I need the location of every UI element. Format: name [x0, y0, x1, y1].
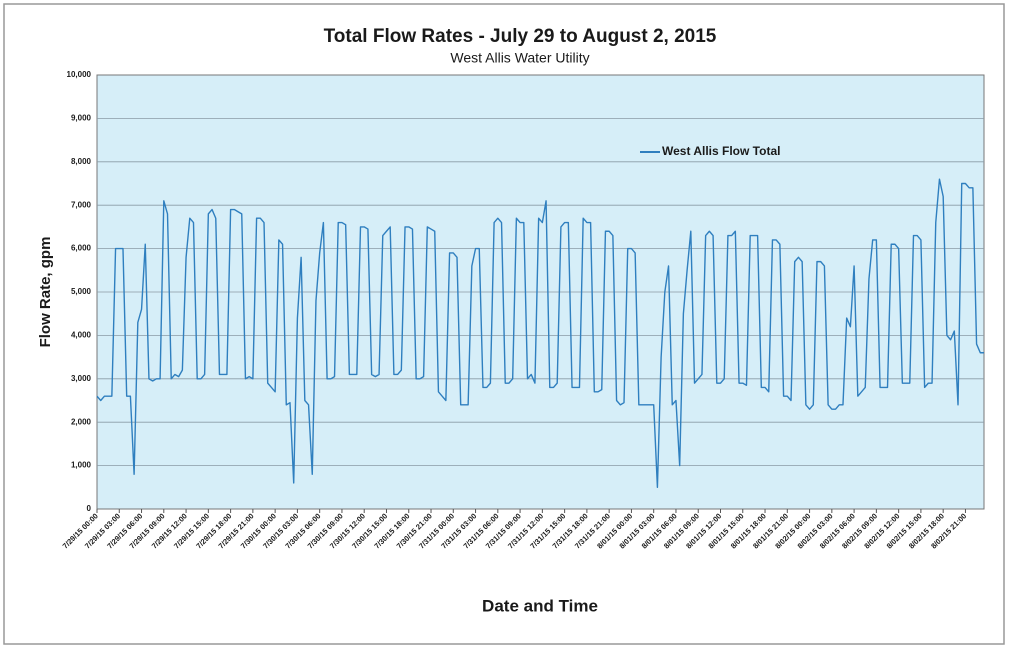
y-tick-label: 0: [87, 504, 92, 513]
y-tick-label: 4,000: [71, 331, 92, 340]
y-tick-label: 3,000: [71, 374, 92, 383]
legend-label: West Allis Flow Total: [662, 144, 780, 158]
data-line: [96, 178, 984, 488]
x-axis-title: Date and Time: [482, 596, 598, 615]
y-tick-label: 2,000: [71, 417, 92, 426]
y-tick-label: 10,000: [67, 70, 92, 79]
y-tick-label: 5,000: [71, 287, 92, 296]
y-tick-label: 9,000: [71, 114, 92, 123]
y-axis-title: Flow Rate, gpm: [37, 237, 54, 348]
chart-title: Total Flow Rates - July 29 to August 2, …: [324, 26, 717, 47]
chart-subtitle: West Allis Water Utility: [450, 50, 589, 66]
y-tick-label: 8,000: [71, 157, 92, 166]
y-tick-label: 1,000: [71, 461, 92, 470]
y-tick-label: 7,000: [71, 200, 92, 209]
y-tick-label: 6,000: [71, 244, 92, 253]
